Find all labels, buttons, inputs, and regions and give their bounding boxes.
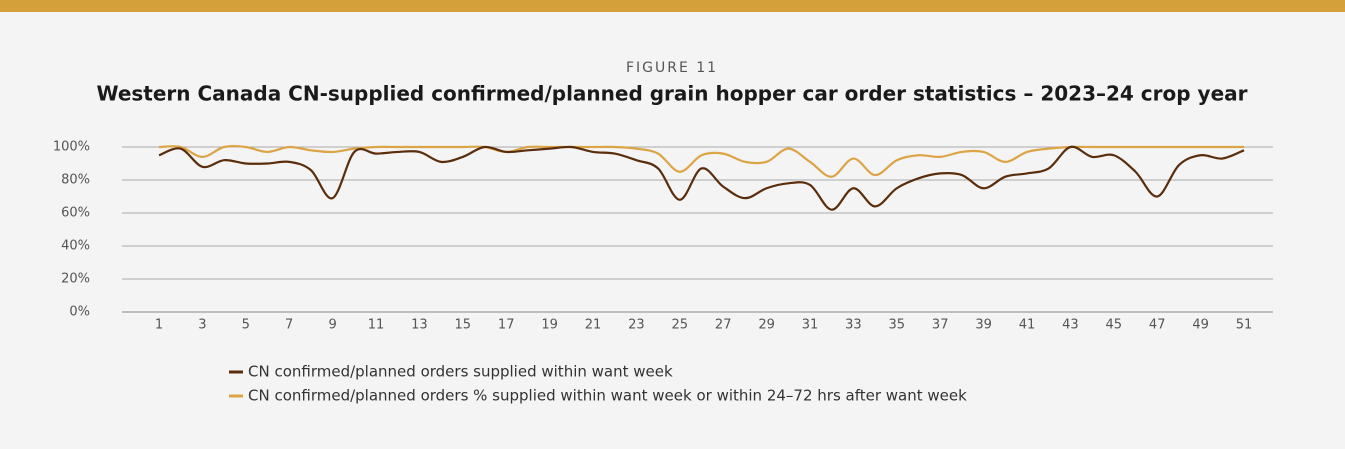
x-tick-label: 27 xyxy=(715,318,732,333)
top-band xyxy=(0,0,1345,12)
chart-title: Western Canada CN-supplied confirmed/pla… xyxy=(96,82,1247,106)
x-tick-label: 51 xyxy=(1236,318,1253,333)
x-tick-label: 33 xyxy=(845,318,862,333)
y-tick-label: 100% xyxy=(53,140,90,155)
y-tick-label: 60% xyxy=(61,206,90,221)
x-tick-label: 7 xyxy=(285,318,293,333)
y-tick-label: 80% xyxy=(61,173,90,188)
x-tick-label: 49 xyxy=(1192,318,1209,333)
x-tick-label: 25 xyxy=(672,318,689,333)
x-tick-label: 23 xyxy=(628,318,645,333)
series-line xyxy=(158,145,1245,211)
y-tick-label: 0% xyxy=(69,305,90,320)
x-tick-label: 41 xyxy=(1019,318,1036,333)
x-tick-label: 21 xyxy=(585,318,602,333)
y-tick-label: 20% xyxy=(61,272,90,287)
x-tick-label: 29 xyxy=(758,318,775,333)
series-line xyxy=(158,144,1244,178)
x-tick-label: 47 xyxy=(1149,318,1166,333)
x-tick-label: 1 xyxy=(155,318,163,333)
x-tick-label: 11 xyxy=(368,318,385,333)
x-tick-label: 35 xyxy=(889,318,906,333)
x-tick-label: 39 xyxy=(975,318,992,333)
figure-label: FIGURE 11 xyxy=(626,60,718,76)
x-tick-label: 15 xyxy=(455,318,472,333)
x-tick-label: 37 xyxy=(932,318,949,333)
x-tick-label: 5 xyxy=(242,318,250,333)
legend-label: CN confirmed/planned orders % supplied w… xyxy=(248,387,967,405)
x-tick-label: 13 xyxy=(411,318,428,333)
legend-label: CN confirmed/planned orders supplied wit… xyxy=(248,363,673,381)
x-tick-label: 45 xyxy=(1106,318,1123,333)
x-tick-label: 31 xyxy=(802,318,819,333)
x-tick-label: 17 xyxy=(498,318,515,333)
x-tick-label: 9 xyxy=(328,318,336,333)
y-tick-label: 40% xyxy=(61,239,90,254)
x-tick-label: 3 xyxy=(198,318,206,333)
x-tick-label: 43 xyxy=(1062,318,1079,333)
x-tick-label: 19 xyxy=(541,318,558,333)
